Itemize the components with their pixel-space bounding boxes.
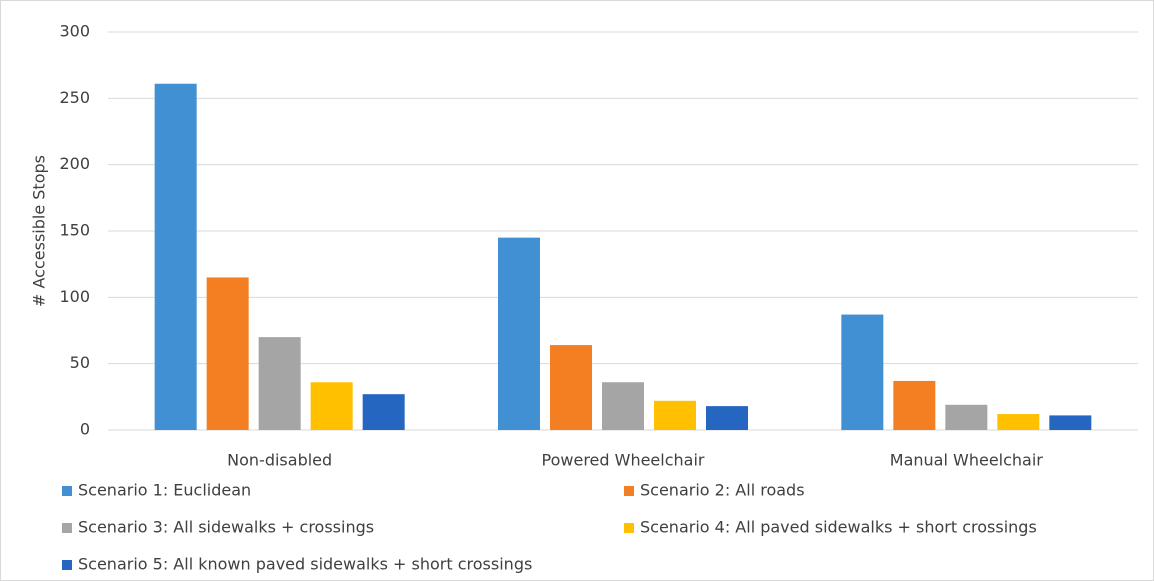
x-tick-label: Powered Wheelchair bbox=[542, 451, 705, 470]
x-tick-label: Manual Wheelchair bbox=[890, 451, 1044, 470]
bar bbox=[841, 314, 884, 430]
bar bbox=[602, 382, 644, 430]
y-tick-label: 150 bbox=[59, 221, 90, 240]
y-tick-label: 100 bbox=[59, 287, 90, 306]
bar bbox=[654, 400, 696, 430]
legend-swatch bbox=[624, 486, 634, 496]
y-tick-label: 250 bbox=[59, 88, 90, 107]
bar bbox=[945, 404, 988, 430]
bar bbox=[154, 83, 197, 431]
y-tick-label: 0 bbox=[80, 420, 90, 439]
y-tick-label: 200 bbox=[59, 154, 90, 173]
bar bbox=[498, 237, 540, 430]
legend-label: Scenario 4: All paved sidewalks + short … bbox=[640, 518, 1037, 537]
bar bbox=[997, 414, 1040, 430]
legend-label: Scenario 2: All roads bbox=[640, 481, 805, 500]
bar bbox=[362, 394, 405, 430]
bar bbox=[1049, 415, 1092, 430]
x-tick-label: Non-disabled bbox=[227, 451, 332, 470]
bar bbox=[310, 382, 353, 430]
bar bbox=[893, 380, 936, 430]
bar bbox=[258, 337, 301, 430]
legend-swatch bbox=[62, 523, 72, 533]
legend-swatch bbox=[62, 486, 72, 496]
legend-label: Scenario 1: Euclidean bbox=[78, 481, 251, 500]
legend-label: Scenario 5: All known paved sidewalks + … bbox=[78, 555, 532, 574]
legend-label: Scenario 3: All sidewalks + crossings bbox=[78, 518, 374, 537]
bar bbox=[206, 277, 249, 430]
legend-swatch bbox=[624, 523, 634, 533]
y-axis-label: # Accessible Stops bbox=[30, 155, 49, 307]
y-tick-label: 50 bbox=[70, 353, 90, 372]
y-tick-label: 300 bbox=[59, 22, 90, 41]
bar bbox=[706, 406, 748, 430]
legend-swatch bbox=[62, 560, 72, 570]
bar bbox=[550, 345, 592, 430]
